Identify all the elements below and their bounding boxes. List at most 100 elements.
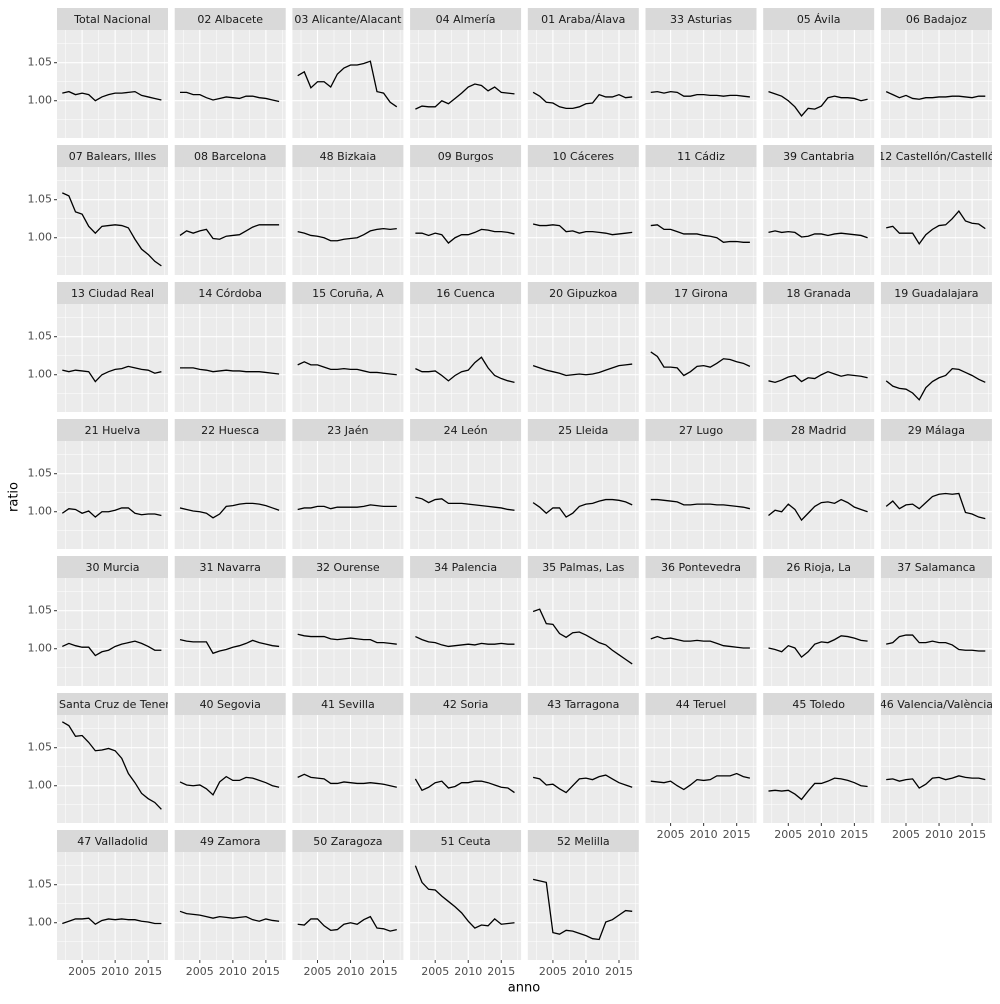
panel-background: [57, 578, 168, 686]
data-line: [886, 210, 986, 245]
data-line: [415, 356, 515, 383]
strip: [645, 282, 757, 304]
strip-label: 41 Sevilla: [321, 698, 375, 711]
data-line: [179, 224, 280, 240]
facet-panel: 16 Cuenca: [410, 282, 522, 412]
facet-panel: 43 Tarragona: [527, 693, 639, 823]
strip: [763, 282, 875, 304]
strip: [410, 419, 522, 441]
strip-label: 31 Navarra: [200, 561, 261, 574]
strip-label: 14 Córdoba: [198, 287, 262, 300]
facet-panel: 21 Huelva 1.00 1.05: [28, 419, 168, 549]
strip-label: 44 Teruel: [676, 698, 726, 711]
facet-panel: 15 Coruña, A: [292, 282, 404, 412]
strip-label: Total Nacional: [73, 13, 151, 26]
x-tick-label: 2005: [304, 965, 332, 978]
facet-panel: 11 Cádiz: [645, 145, 757, 275]
facet-panel: 28 Madrid: [763, 419, 875, 549]
strip: [527, 419, 639, 441]
y-tick-label: 1.05: [28, 56, 53, 69]
facet-panel: 30 Murcia 1.00 1.05: [28, 556, 168, 686]
data-line: [532, 223, 633, 236]
panel-background: [527, 167, 639, 275]
strip: [527, 282, 639, 304]
strip-label: 29 Málaga: [908, 424, 965, 437]
x-tick-label: 2010: [925, 828, 953, 841]
data-line: [62, 640, 162, 657]
data-line: [532, 91, 633, 109]
y-tick-label: 1.00: [28, 642, 53, 655]
strip-label: 20 Gipuzkoa: [549, 287, 617, 300]
panel-background: [292, 715, 404, 823]
x-tick-label: 2010: [807, 828, 835, 841]
strip-label: 13 Ciudad Real: [71, 287, 154, 300]
strip-label: 40 Segovia: [200, 698, 261, 711]
data-line: [179, 367, 280, 375]
strip-label: 17 Girona: [674, 287, 728, 300]
y-axis-title: ratio: [7, 482, 22, 512]
facet-panel: 25 Lleida: [527, 419, 639, 549]
facet-panel: 03 Alicante/Alacant: [292, 8, 404, 138]
strip: [763, 419, 875, 441]
strip: [57, 556, 168, 578]
strip: [645, 8, 757, 30]
data-line: [415, 83, 515, 110]
facet-panel: 49 Zamora 2005 2010 2015: [174, 830, 286, 978]
strip: [645, 556, 757, 578]
strip: [880, 282, 992, 304]
facet-panel: 14 Córdoba: [174, 282, 286, 412]
strip-label: 06 Badajoz: [906, 13, 967, 26]
panel-background: [292, 441, 404, 549]
data-line: [768, 370, 868, 384]
strip-label: 18 Granada: [786, 287, 851, 300]
strip: [410, 8, 522, 30]
data-line: [414, 778, 515, 794]
strip-label: 46 Valencia/València: [880, 698, 993, 711]
panel-background: [880, 30, 992, 138]
panel-background: [57, 167, 168, 275]
data-line: [297, 773, 397, 788]
strip-label: 04 Almería: [436, 13, 496, 26]
strip: [645, 693, 757, 715]
panel-background: [763, 578, 875, 686]
strip: [57, 693, 168, 715]
data-line: [768, 498, 868, 522]
data-line: [179, 910, 280, 922]
facet-panel: 24 León: [410, 419, 522, 549]
panel-background: [174, 30, 286, 138]
strip-label: 25 Lleida: [558, 424, 608, 437]
strip: [57, 419, 168, 441]
panel-background: [527, 441, 639, 549]
facet-panel: 45 Toledo 2005 2010 2015: [763, 693, 875, 841]
facet-panel: 20 Gipuzkoa: [527, 282, 639, 412]
strip: [880, 556, 992, 578]
panel-background: [645, 441, 757, 549]
data-line: [61, 721, 162, 810]
strip: [57, 282, 168, 304]
panel-background: [763, 715, 875, 823]
strip: [174, 556, 286, 578]
facet-panel: 09 Burgos: [410, 145, 522, 275]
strip-label: 11 Cádiz: [677, 150, 725, 163]
panel-background: [57, 441, 168, 549]
data-line: [768, 777, 868, 801]
x-tick-label: 2005: [774, 828, 802, 841]
data-line: [297, 504, 397, 511]
panel-background: [527, 578, 639, 686]
facet-panel: 52 Melilla 2005 2010 2015: [527, 830, 639, 978]
data-line: [297, 227, 397, 242]
strip: [57, 8, 168, 30]
strip-label: 03 Alicante/Alacant: [294, 13, 402, 26]
data-line: [532, 774, 633, 794]
strip-label: 05 Ávila: [797, 13, 841, 26]
panel-background: [527, 304, 639, 412]
panel-background: [527, 30, 639, 138]
strip-label: 10 Cáceres: [553, 150, 615, 163]
panel-background: [410, 578, 522, 686]
strip: [763, 693, 875, 715]
strip: [527, 693, 639, 715]
panel-background: [410, 441, 522, 549]
strip-label: 36 Pontevedra: [661, 561, 741, 574]
